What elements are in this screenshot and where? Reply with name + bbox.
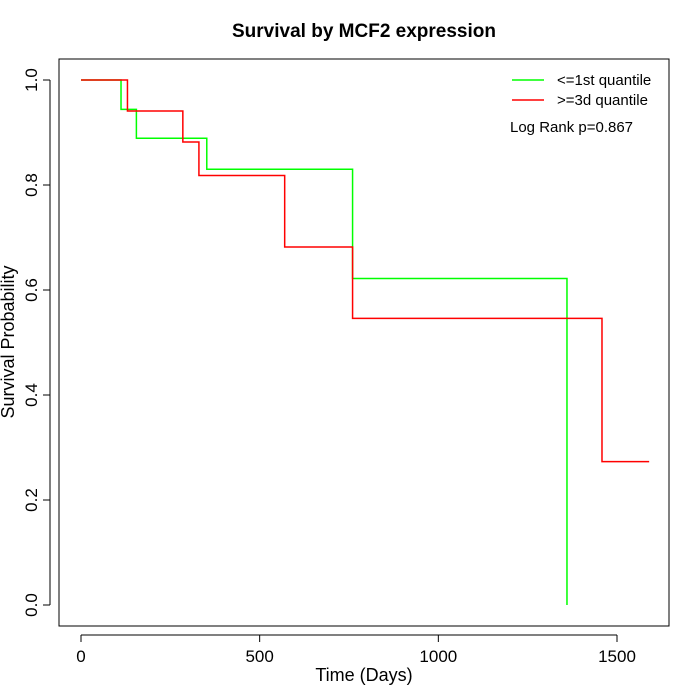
y-tick-label: 1.0 bbox=[22, 68, 41, 92]
x-axis: 0 500 1000 1500 bbox=[76, 634, 636, 666]
legend-label: >=3d quantile bbox=[557, 92, 648, 109]
y-axis-label: Survival Probability bbox=[0, 265, 18, 418]
legend: <=1st quantile >=3d quantile bbox=[512, 72, 651, 109]
y-tick-label: 0.0 bbox=[22, 593, 41, 617]
legend-label: <=1st quantile bbox=[557, 72, 651, 89]
y-tick-label: 0.2 bbox=[22, 488, 41, 512]
chart-title: Survival by MCF2 expression bbox=[232, 21, 496, 42]
plot-frame bbox=[58, 58, 670, 627]
x-tick-label: 500 bbox=[245, 647, 273, 666]
log-rank-annotation: Log Rank p=0.867 bbox=[510, 119, 633, 136]
y-axis: 0.0 0.2 0.4 0.6 0.8 1.0 bbox=[22, 68, 51, 617]
x-axis-label: Time (Days) bbox=[315, 665, 412, 685]
series-layer bbox=[81, 79, 650, 605]
x-tick-label: 0 bbox=[76, 647, 85, 666]
x-tick-label: 1500 bbox=[598, 647, 636, 666]
series-line-1 bbox=[81, 79, 650, 463]
x-tick-label: 1000 bbox=[419, 647, 457, 666]
series-line-0 bbox=[81, 79, 568, 605]
y-tick-label: 0.4 bbox=[22, 383, 41, 407]
y-tick-label: 0.8 bbox=[22, 173, 41, 197]
y-tick-label: 0.6 bbox=[22, 278, 41, 302]
